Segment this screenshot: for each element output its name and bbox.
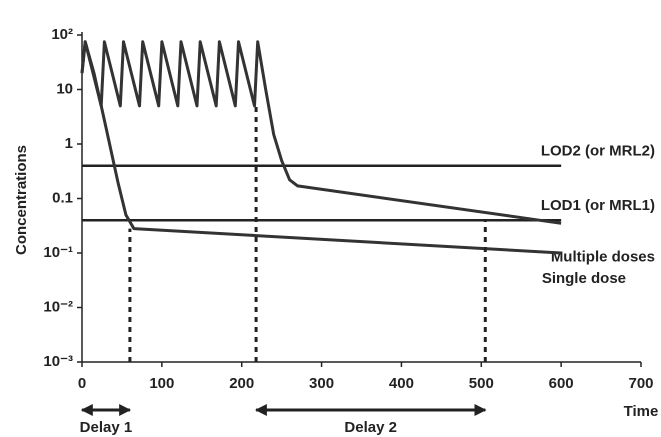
y-tick-label: 10⁻¹: [43, 244, 73, 261]
x-tick-label: 200: [229, 375, 254, 392]
reference-label: LOD1 (or MRL1): [541, 197, 655, 214]
x-tick-label: 600: [549, 375, 574, 392]
x-tick-label: 300: [309, 375, 334, 392]
x-axis-label: Time: [624, 403, 659, 420]
x-tick-label: 0: [78, 375, 86, 392]
reference-label: LOD2 (or MRL2): [541, 143, 655, 160]
y-tick-label: 10: [56, 80, 73, 97]
x-tick-label: 500: [469, 375, 494, 392]
y-tick-label: 10⁻²: [43, 298, 73, 315]
x-tick-label: 100: [149, 375, 174, 392]
y-tick-label: 10²: [51, 26, 73, 43]
x-tick-label: 400: [389, 375, 414, 392]
x-tick-label: 700: [628, 375, 653, 392]
delay-label: Delay 1: [80, 419, 133, 436]
series-line: [80, 40, 562, 255]
series-label: Single dose: [542, 270, 626, 287]
delay-label: Delay 2: [344, 419, 397, 436]
y-tick-label: 1: [65, 135, 73, 152]
y-tick-label: 0.1: [52, 189, 73, 206]
y-tick-label: 10⁻³: [43, 353, 73, 370]
series-line: [80, 40, 562, 225]
y-axis-label: Concentrations: [13, 145, 30, 255]
series-label: Multiple doses: [551, 248, 655, 265]
